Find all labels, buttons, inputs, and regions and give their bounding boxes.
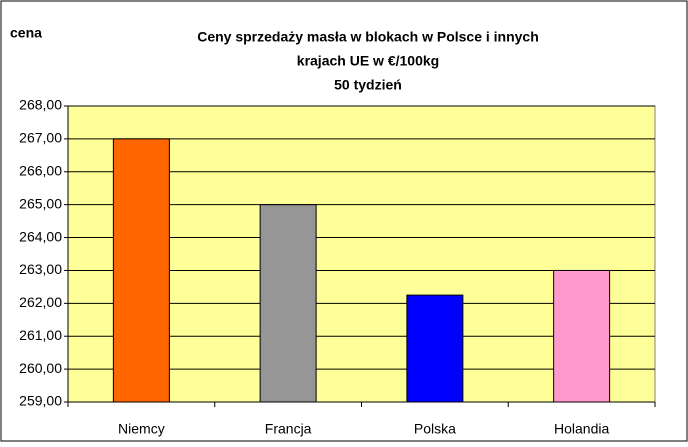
y-tick-label: 262,00 — [19, 294, 62, 310]
bar — [553, 269, 611, 403]
bar — [112, 138, 170, 403]
y-tick-label: 263,00 — [19, 261, 62, 277]
y-tick-label: 267,00 — [19, 130, 62, 146]
y-axis-label: cena — [10, 25, 42, 41]
y-tick-label: 265,00 — [19, 195, 62, 211]
y-tick-label: 266,00 — [19, 162, 62, 178]
chart-title: krajach UE w €/100kg — [297, 53, 439, 69]
x-tick-label: Polska — [414, 421, 456, 437]
y-tick-label: 261,00 — [19, 327, 62, 343]
bar — [406, 294, 464, 403]
bar — [259, 204, 317, 403]
y-tick-label: 264,00 — [19, 228, 62, 244]
x-tick-label: Francja — [265, 421, 312, 437]
chart-title: 50 tydzień — [334, 77, 402, 93]
x-tick-label: Niemcy — [118, 421, 165, 437]
x-tick-label: Holandia — [554, 421, 609, 437]
y-tick-label: 260,00 — [19, 360, 62, 376]
y-tick-label: 268,00 — [19, 97, 62, 113]
y-tick-label: 259,00 — [19, 393, 62, 409]
chart-title: Ceny sprzedaży masła w blokach w Polsce … — [197, 29, 539, 45]
